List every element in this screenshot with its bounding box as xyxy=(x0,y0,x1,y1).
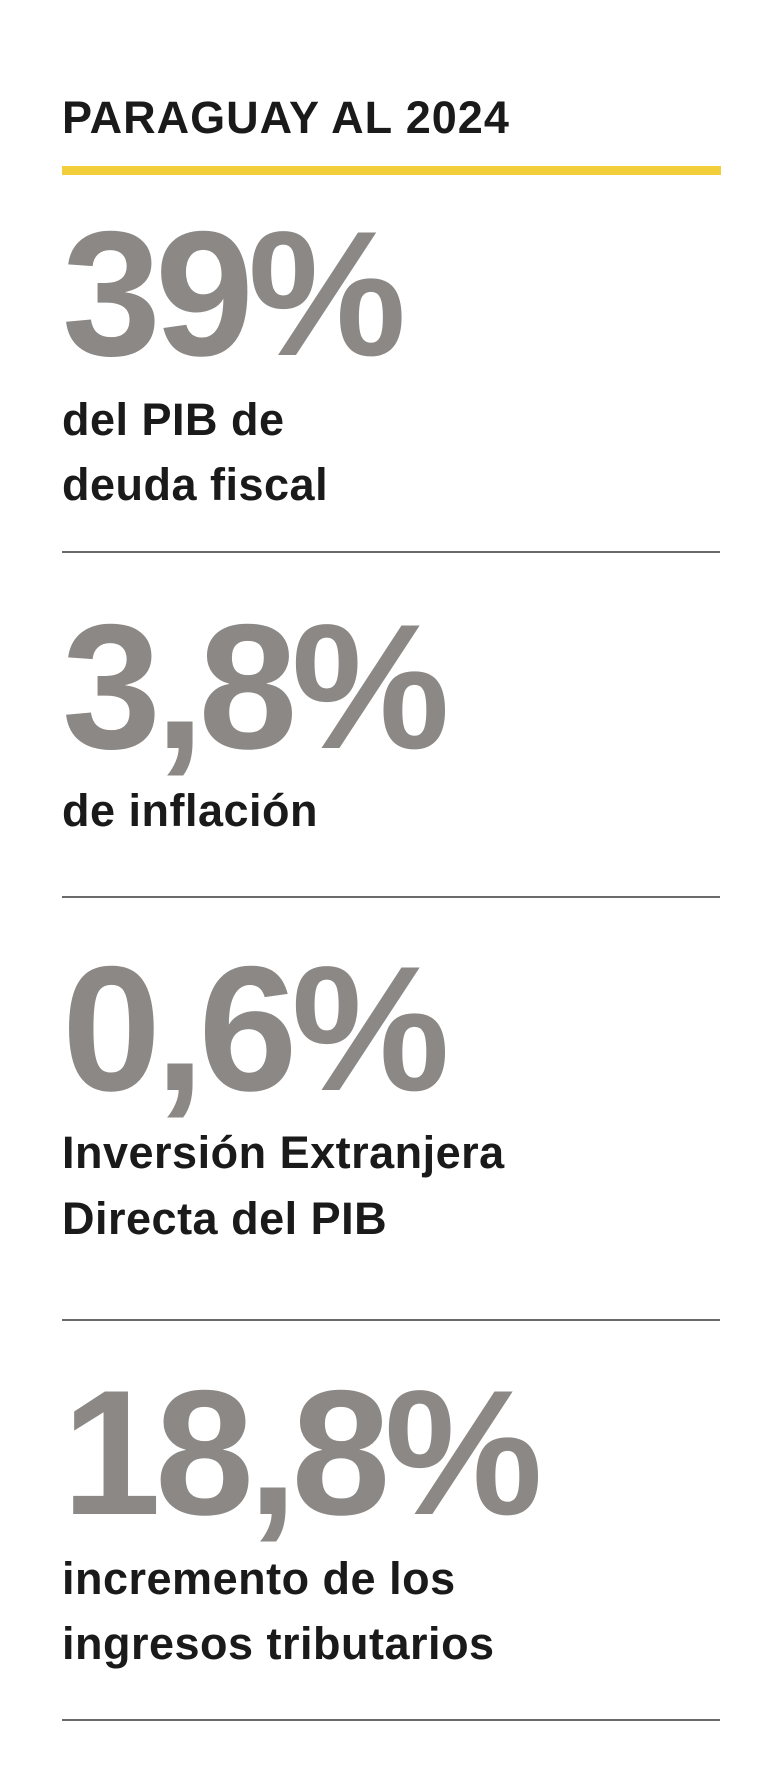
divider xyxy=(62,1719,720,1721)
stat-description: deuda fiscal xyxy=(62,459,329,510)
title: PARAGUAY AL 2024 xyxy=(62,92,510,143)
stat-description: del PIB de xyxy=(62,394,285,445)
stat-value: 39% xyxy=(62,194,406,393)
stat-value: 0,6% xyxy=(62,929,450,1128)
stat-description: ingresos tributarios xyxy=(62,1618,495,1669)
divider xyxy=(62,551,720,553)
stat-description: Inversión Extranjera xyxy=(62,1127,505,1178)
title-underline xyxy=(62,166,721,175)
stat-description: Directa del PIB xyxy=(62,1193,388,1244)
stat-value: 3,8% xyxy=(62,587,450,786)
divider xyxy=(62,896,720,898)
divider xyxy=(62,1319,720,1321)
stat-value: 18,8% xyxy=(62,1353,543,1552)
stat-description: incremento de los xyxy=(62,1553,456,1604)
stat-description: de inflación xyxy=(62,785,319,836)
